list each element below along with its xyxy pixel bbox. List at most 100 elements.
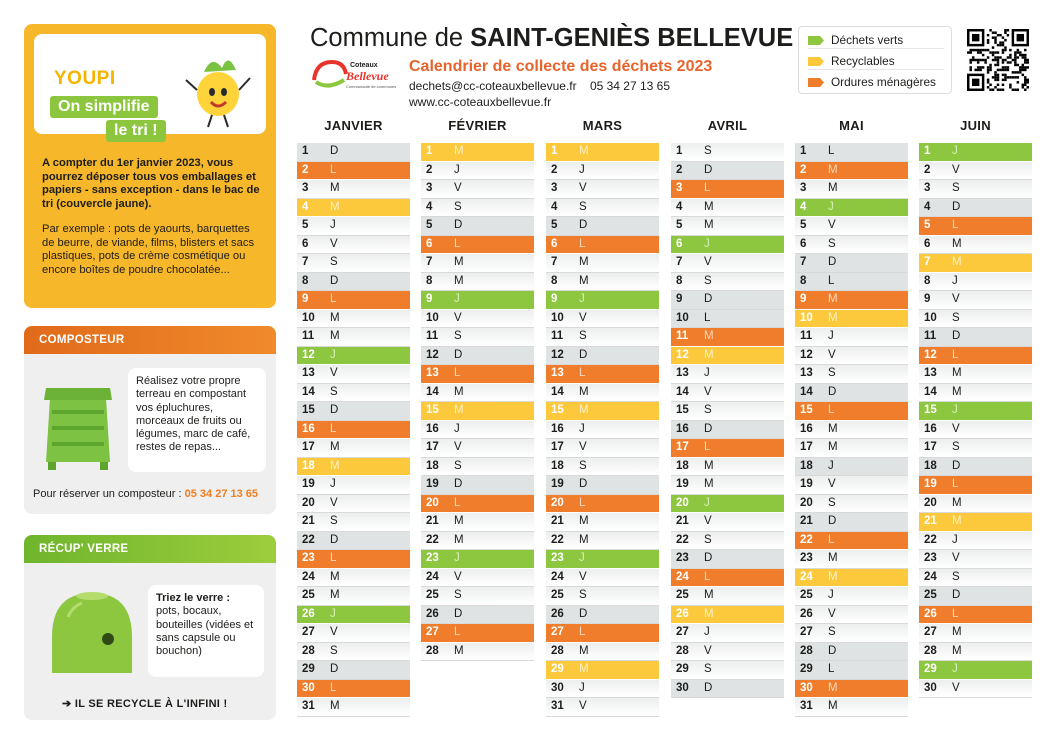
recycle-text: IL SE RECYCLE À L'INFINI ! [74, 698, 228, 710]
day-row: 15 D [297, 402, 410, 421]
day-number: 6 [924, 237, 931, 250]
day-number: 11 [676, 330, 689, 343]
weekday-letter: V [704, 644, 712, 657]
weekday-letter: J [828, 330, 834, 343]
weekday-letter: M [330, 441, 340, 454]
day-number: 20 [426, 496, 439, 509]
day-row: 28 M [421, 642, 534, 662]
day-number: 10 [676, 311, 689, 324]
day-number: 21 [551, 515, 564, 528]
weekday-letter: L [330, 163, 337, 176]
day-row: 19 M [671, 476, 784, 495]
weekday-letter: S [704, 274, 712, 287]
qr-code-icon [967, 29, 1029, 91]
day-number: 9 [302, 293, 309, 306]
day-number: 15 [800, 404, 813, 417]
day-row: 23 L [297, 550, 410, 569]
weekday-letter: V [454, 570, 462, 583]
weekday-letter: J [952, 274, 958, 287]
day-row: 17 M [795, 439, 908, 458]
day-row: 11 S [421, 328, 534, 347]
weekday-letter: V [952, 163, 960, 176]
day-row: 30 M [795, 679, 908, 699]
weekday-letter: M [704, 348, 714, 361]
weekday-letter: M [704, 589, 714, 602]
day-number: 7 [551, 256, 558, 269]
day-row: 21 D [795, 513, 908, 532]
day-number: 24 [426, 570, 439, 583]
day-number: 29 [676, 663, 689, 676]
day-number: 26 [551, 607, 564, 620]
day-number: 14 [924, 385, 937, 398]
day-number: 25 [551, 589, 564, 602]
day-number: 25 [676, 589, 689, 602]
day-number: 3 [800, 182, 807, 195]
weekday-letter: M [704, 330, 714, 343]
reserve-label: Pour réserver un composteur : [33, 488, 185, 500]
weekday-letter: V [579, 700, 587, 713]
legend-label: Déchets verts [831, 33, 904, 47]
day-row: 17 V [546, 439, 659, 458]
day-row: 11 J [795, 328, 908, 347]
day-number: 5 [302, 219, 309, 232]
weekday-letter: J [454, 422, 460, 435]
weekday-letter: L [579, 496, 586, 509]
day-number: 13 [924, 367, 937, 380]
day-row: 26 D [546, 605, 659, 625]
day-row: 23 D [671, 550, 784, 569]
weekday-letter: V [952, 293, 960, 306]
day-number: 3 [924, 182, 931, 195]
day-number: 19 [800, 478, 813, 491]
weekday-letter: M [579, 644, 589, 657]
day-list: 1 J 2 V 3 S 4 D 5 L 6 M 7 M 8 J 9 V 10 S 11 D 12 L 13 M 14 M 15 J 16 V 1… [919, 143, 1032, 699]
weekday-letter: M [828, 552, 838, 565]
weekday-letter: D [454, 478, 463, 491]
weekday-letter: L [704, 441, 711, 454]
day-number: 16 [676, 422, 689, 435]
day-number: 2 [676, 163, 683, 176]
weekday-letter: S [828, 367, 836, 380]
weekday-letter: S [454, 589, 462, 602]
day-row: 26 L [919, 605, 1032, 625]
weekday-letter: M [330, 311, 340, 324]
verre-info-bold: Triez le verre : [156, 592, 230, 604]
weekday-letter: D [952, 589, 961, 602]
day-row: 16 D [671, 420, 784, 440]
weekday-letter: D [454, 607, 463, 620]
day-row: 18 J [795, 457, 908, 477]
website: www.cc-coteauxbellevue.fr [409, 95, 552, 109]
weekday-letter: V [704, 256, 712, 269]
day-number: 4 [924, 200, 931, 213]
day-row: 21 M [919, 513, 1032, 532]
weekday-letter: J [330, 607, 336, 620]
day-number: 22 [800, 533, 813, 546]
day-number: 10 [551, 311, 564, 324]
day-number: 23 [924, 552, 937, 565]
day-row: 27 S [795, 624, 908, 643]
day-number: 30 [676, 681, 689, 694]
composteur-reserve: Pour réserver un composteur : 05 34 27 1… [33, 488, 258, 500]
day-number: 9 [800, 293, 807, 306]
weekday-letter: D [704, 552, 713, 565]
weekday-letter: M [579, 385, 589, 398]
day-number: 13 [800, 367, 813, 380]
weekday-letter: S [952, 182, 960, 195]
day-number: 18 [924, 459, 937, 472]
weekday-letter: J [704, 626, 710, 639]
month-mars: MARS 1 M 2 J 3 V 4 S 5 D 6 L 7 M 8 M 9 J 10 V 11 S 12 D 13 L 14 M 15 M… [546, 118, 659, 717]
day-row: 30 L [297, 679, 410, 699]
weekday-letter: S [704, 404, 712, 417]
day-row: 20 L [546, 494, 659, 514]
